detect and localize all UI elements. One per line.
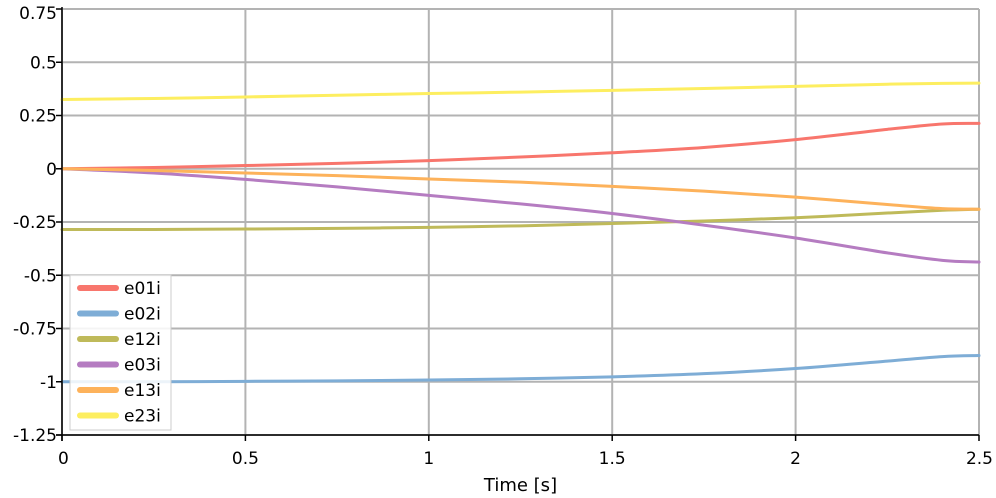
- axes: [56, 7, 979, 441]
- series-line-e02i: [60, 354, 981, 384]
- grid: [61, 8, 980, 436]
- legend-label-e03i: e03i: [124, 356, 161, 376]
- legend-label-e01i: e01i: [124, 279, 161, 299]
- legend-box: [69, 274, 172, 431]
- series-lines: [60, 81, 981, 384]
- y-tick-label: -1.25: [13, 426, 57, 446]
- x-tick-label: 2.5: [966, 449, 993, 469]
- y-tick-label: 0.5: [30, 53, 57, 73]
- x-tick-label: 0.5: [232, 449, 259, 469]
- series-line-e12i: [60, 207, 981, 231]
- legend: e01i e02i e12i e03i e13i e23i: [69, 274, 172, 431]
- y-tick-label: -0.75: [13, 320, 57, 340]
- y-tick-label: -1: [40, 373, 57, 393]
- series-line-e03i: [60, 167, 981, 264]
- y-tick-label: 0: [46, 160, 57, 180]
- legend-label-e12i: e12i: [124, 330, 161, 350]
- series-line-e13i: [60, 167, 981, 211]
- tick-labels: 0 0.5 1 1.5 2 2.5 0.75 0.5 0.25 0 -0.25 -0.5 -0.75 -1…: [13, 4, 993, 469]
- series-line-e23i: [60, 81, 981, 102]
- series-line-e01i: [60, 121, 981, 171]
- legend-label-e02i: e02i: [124, 305, 161, 325]
- legend-label-e13i: e13i: [124, 381, 161, 401]
- legend-label-e23i: e23i: [124, 407, 161, 427]
- x-tick-label: 2: [790, 449, 801, 469]
- y-tick-label: 0.75: [19, 4, 57, 24]
- x-tick-label: 0: [58, 449, 69, 469]
- x-tick-label: 1.5: [599, 449, 626, 469]
- x-axis-label: Time [s]: [483, 475, 557, 496]
- y-tick-label: -0.5: [24, 266, 57, 286]
- y-tick-label: -0.25: [13, 213, 57, 233]
- x-tick-label: 1: [423, 449, 434, 469]
- y-tick-label: 0.25: [19, 107, 57, 127]
